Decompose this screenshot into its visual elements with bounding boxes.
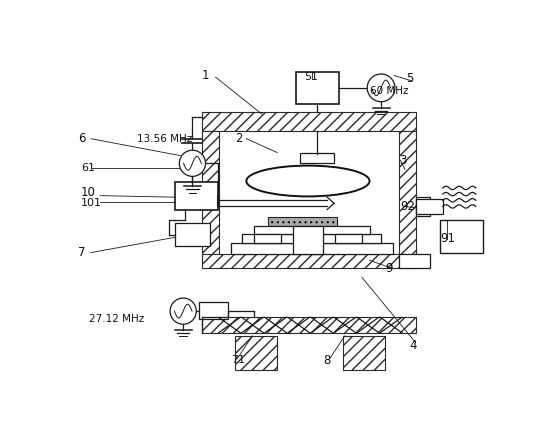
- Bar: [201, 131, 219, 258]
- Bar: [175, 223, 210, 246]
- Bar: [268, 217, 337, 226]
- Text: 7: 7: [79, 246, 86, 259]
- Bar: [235, 336, 277, 370]
- Bar: [175, 182, 218, 209]
- Bar: [416, 199, 443, 214]
- Ellipse shape: [247, 166, 370, 196]
- Bar: [296, 72, 339, 104]
- Circle shape: [179, 150, 205, 176]
- Bar: [201, 317, 416, 333]
- Text: 92: 92: [400, 200, 415, 213]
- Bar: [343, 336, 385, 370]
- Text: 8: 8: [323, 354, 331, 367]
- Bar: [300, 153, 334, 163]
- Text: 2: 2: [235, 132, 242, 145]
- Text: 91: 91: [440, 232, 456, 245]
- Circle shape: [367, 74, 395, 102]
- Bar: [293, 226, 323, 254]
- Bar: [231, 243, 393, 254]
- Text: 6: 6: [79, 132, 86, 145]
- Bar: [243, 234, 381, 243]
- Bar: [399, 131, 416, 258]
- Bar: [254, 226, 370, 234]
- Bar: [440, 220, 483, 253]
- Text: 5: 5: [407, 72, 414, 85]
- Bar: [416, 197, 430, 216]
- Text: 1: 1: [201, 69, 209, 82]
- Text: 13.56 MHz: 13.56 MHz: [137, 134, 192, 144]
- Text: 27.12 MHz: 27.12 MHz: [89, 314, 144, 324]
- Bar: [201, 254, 416, 268]
- Circle shape: [170, 298, 196, 324]
- Bar: [399, 254, 430, 268]
- Text: 101: 101: [81, 198, 102, 208]
- Text: 4: 4: [409, 338, 417, 351]
- Text: 10: 10: [81, 186, 96, 199]
- Bar: [199, 302, 228, 319]
- Text: 71: 71: [231, 355, 245, 365]
- Text: 51: 51: [304, 72, 318, 82]
- Bar: [201, 112, 416, 131]
- Text: 61: 61: [81, 163, 95, 173]
- Bar: [335, 234, 362, 243]
- Text: 9: 9: [385, 262, 393, 274]
- Text: 60 MHz: 60 MHz: [370, 86, 408, 96]
- Text: 3: 3: [399, 154, 406, 167]
- Bar: [254, 234, 281, 243]
